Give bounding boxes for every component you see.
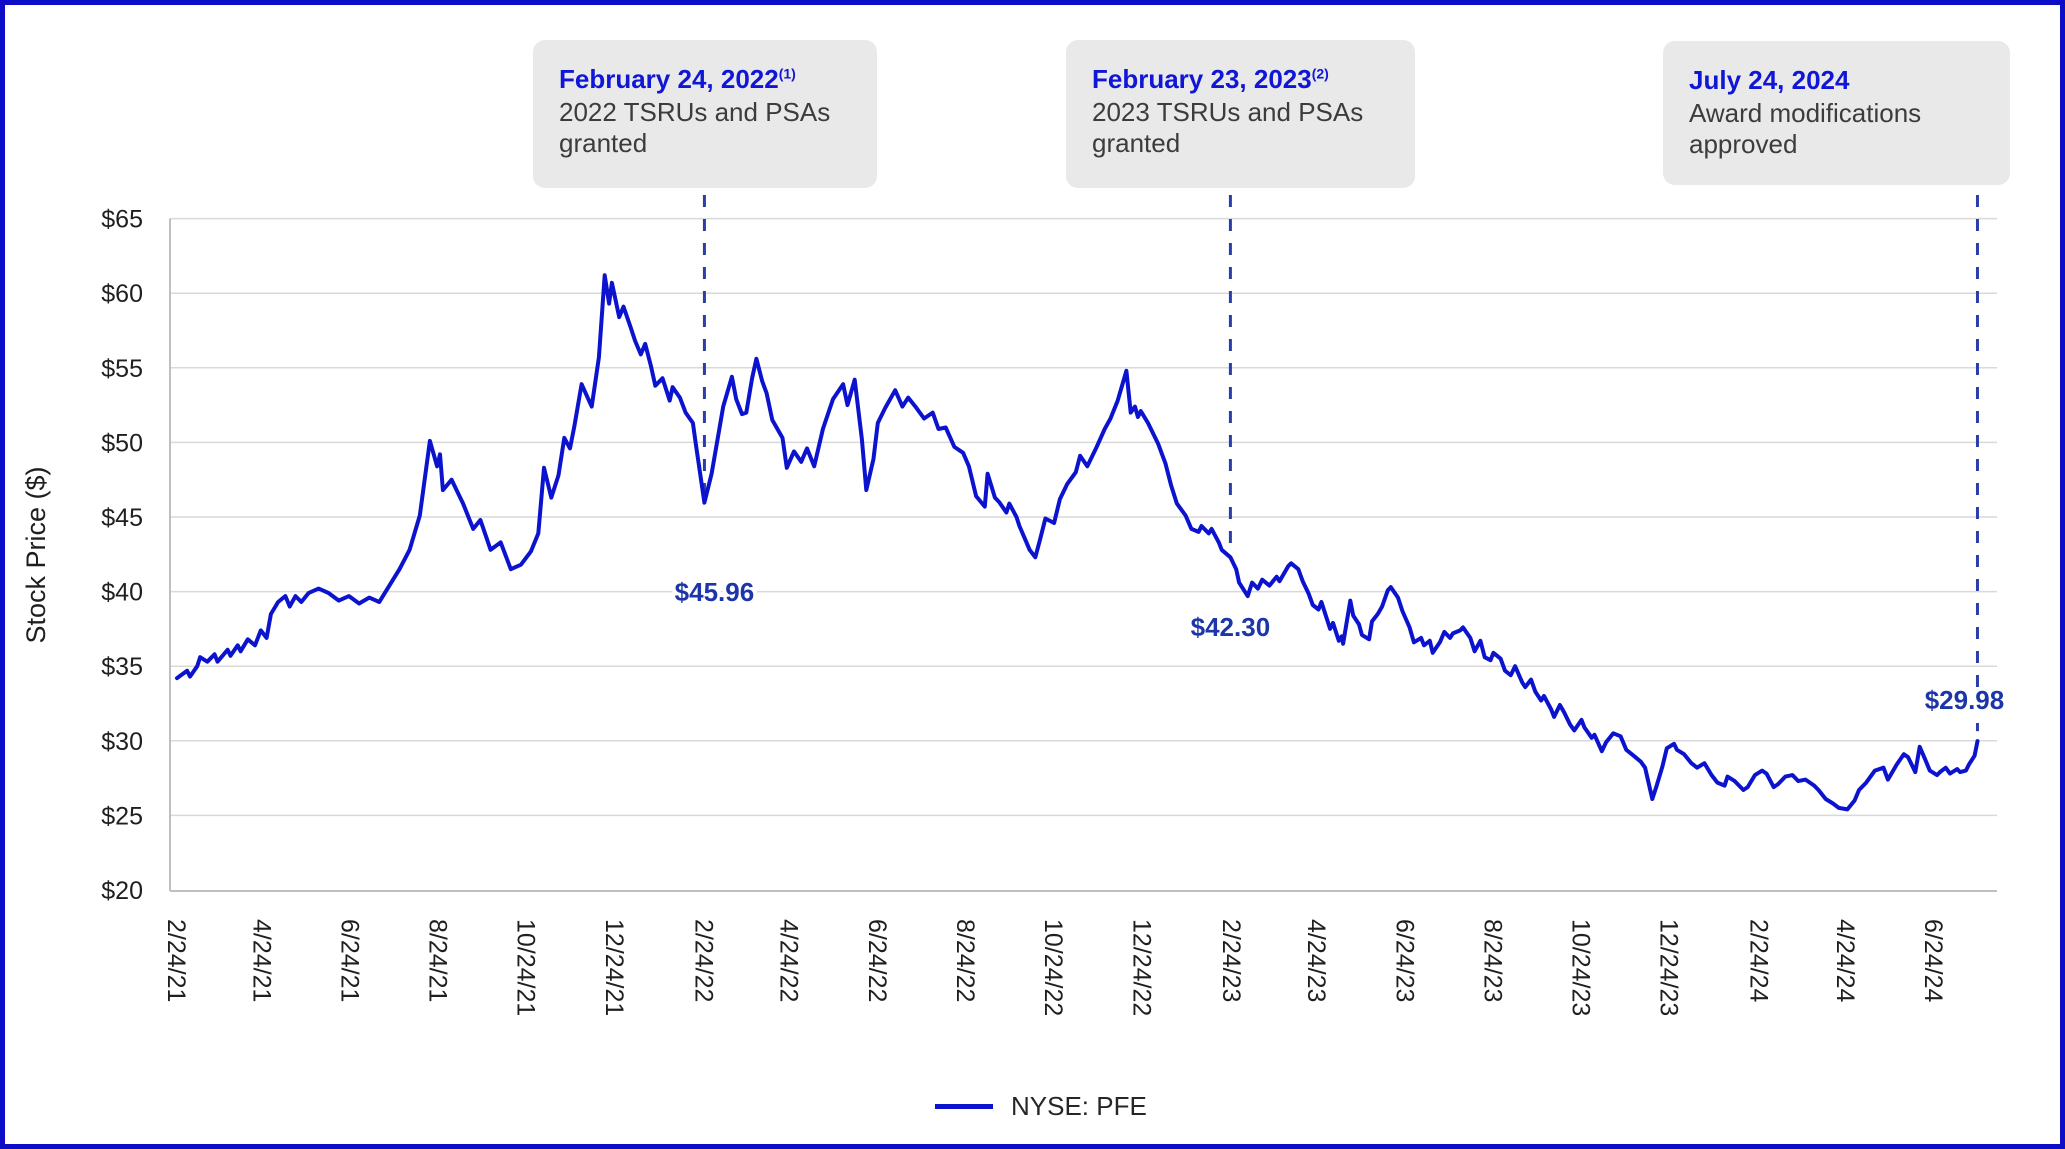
- callout-2022-grant-date: February 24, 2022(1): [559, 64, 796, 94]
- callout-2024-modification: July 24, 2024 Award modifications approv…: [1663, 41, 2010, 185]
- chart-legend: NYSE: PFE: [935, 1091, 1147, 1122]
- y-axis-tick-label: $20: [101, 877, 143, 905]
- y-axis-tick-label: $60: [101, 280, 143, 308]
- x-axis-tick-label: 4/24/23: [1302, 919, 1330, 1002]
- x-axis-tick-label: 10/24/23: [1567, 919, 1595, 1016]
- x-axis-tick-label: 12/24/21: [600, 919, 628, 1016]
- price-value-label: $29.98: [1925, 685, 2005, 715]
- callout-2022-grant: February 24, 2022(1) 2022 TSRUs and PSAs…: [533, 40, 877, 188]
- y-axis-tick-label: $50: [101, 429, 143, 457]
- footnote-marker-1: (1): [778, 65, 796, 82]
- x-axis-tick-label: 2/24/24: [1744, 919, 1772, 1003]
- x-axis-tick-label: 8/24/23: [1478, 919, 1506, 1002]
- price-value-label: $42.30: [1191, 612, 1271, 642]
- x-axis-tick-label: 6/24/22: [863, 919, 891, 1002]
- callout-2023-grant: February 23, 2023(2) 2023 TSRUs and PSAs…: [1066, 40, 1415, 188]
- x-axis-tick-label: 2/24/23: [1217, 919, 1245, 1002]
- x-axis-tick-label: 4/24/22: [775, 919, 803, 1002]
- x-axis-tick-label: 6/24/24: [1919, 919, 1947, 1003]
- y-axis-tick-label: $40: [101, 579, 143, 607]
- callout-2023-grant-date: February 23, 2023(2): [1092, 64, 1329, 94]
- x-axis-tick-label: 4/24/21: [247, 919, 275, 1002]
- series-line-nyse-pfe: [175, 273, 1980, 812]
- price-value-label: $45.96: [675, 577, 755, 607]
- callout-2022-grant-description: 2022 TSRUs and PSAs granted: [559, 97, 831, 159]
- x-axis-tick-label: 10/24/21: [512, 919, 540, 1016]
- x-axis-tick-label: 12/24/23: [1655, 919, 1683, 1016]
- x-axis-tick-label: 12/24/22: [1127, 919, 1155, 1016]
- legend-series-label: NYSE: PFE: [1011, 1091, 1147, 1121]
- footnote-marker-2: (2): [1311, 65, 1329, 82]
- y-axis-tick-label: $45: [101, 504, 143, 532]
- y-axis-tick-label: $65: [101, 206, 143, 234]
- x-axis-tick-label: 6/24/21: [335, 919, 363, 1002]
- callout-2024-modification-date: July 24, 2024: [1689, 65, 1850, 95]
- legend-line-swatch: [935, 1104, 993, 1109]
- y-axis-tick-label: $35: [101, 653, 143, 681]
- callout-2023-grant-description: 2023 TSRUs and PSAs granted: [1092, 97, 1364, 159]
- x-axis-tick-label: 6/24/23: [1390, 919, 1418, 1002]
- x-axis-tick-label: 4/24/24: [1831, 919, 1859, 1003]
- callout-2024-modification-description: Award modifications approved: [1689, 98, 1922, 160]
- y-axis-tick-label: $25: [101, 802, 143, 830]
- y-axis-tick-label: $55: [101, 355, 143, 383]
- price-line-chart: $20 $25 $30 $35 $40 $45 $50 $55 $60 $65 2/24/21 4/2…: [21, 195, 2008, 1016]
- x-axis-tick-label: 2/24/21: [162, 919, 190, 1002]
- x-axis-tick-label: 8/24/21: [424, 919, 452, 1002]
- x-axis-tick-label: 8/24/22: [951, 919, 979, 1002]
- y-axis-title: Stock Price ($): [21, 466, 51, 643]
- x-axis-tick-label: 2/24/22: [689, 919, 717, 1002]
- y-axis-tick-label: $30: [101, 728, 143, 756]
- x-axis-tick-label: 10/24/22: [1039, 919, 1067, 1016]
